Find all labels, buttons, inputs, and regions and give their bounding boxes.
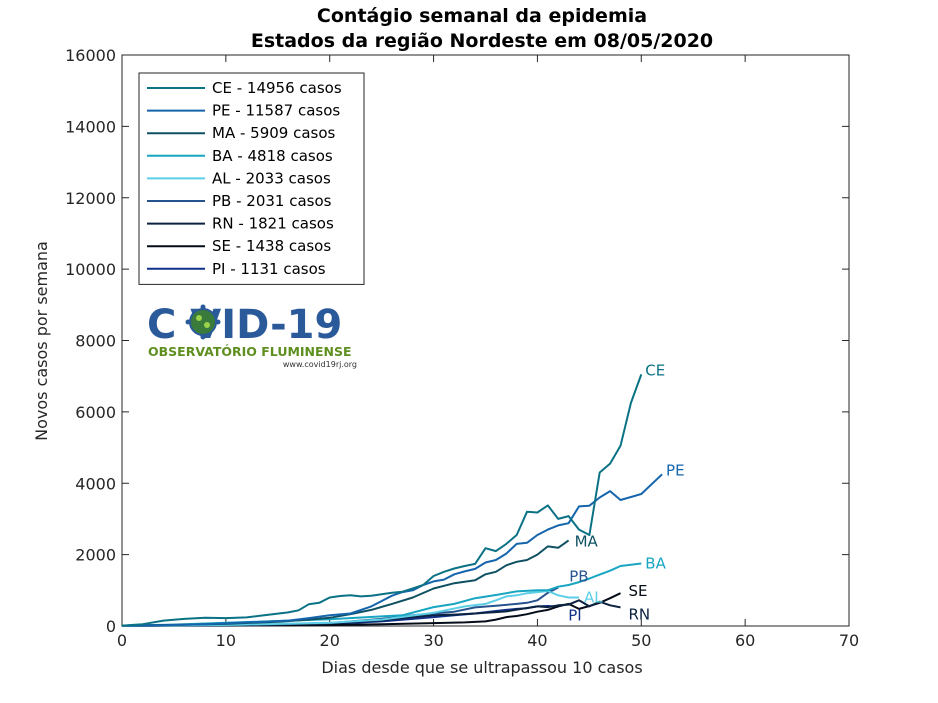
series-lines [121,374,663,627]
x-axis-label: Dias desde que se ultrapassou 10 casos [321,658,642,677]
end-label-ba: BA [645,555,666,573]
x-tick-label: 40 [527,631,547,650]
end-label-ma: MA [575,532,599,550]
x-tick-label: 30 [423,631,443,650]
x-tick-label: 50 [631,631,651,650]
legend-entry: BA - 4818 casos [212,147,333,165]
end-label-pi: PI [568,607,581,625]
logo-url: www.covid19rj.org [283,360,357,369]
logo-main-text: C VID-19 [147,302,342,348]
end-label-pe: PE [666,461,685,479]
y-tick-label: 12000 [65,189,116,208]
axis-ticks: 0 10 20 30 40 50 60 70 0 2000 4000 6000 8000 10000 120… [65,46,859,650]
legend-entry: SE - 1438 casos [212,237,331,255]
covid19-logo: C VID-19 OBSERVATÓRIO FLUMINENSE www.cov… [147,302,357,369]
y-tick-label: 4000 [75,474,116,493]
end-label-al: AL [584,588,603,606]
y-tick-label: 6000 [75,403,116,422]
y-tick-label: 10000 [65,260,116,279]
series-end-labels: PI SE RN PB AL BA MA PE CE [568,361,684,624]
end-label-ce: CE [645,361,665,379]
end-label-pb: PB [569,567,588,585]
legend-entry: PI - 1131 casos [212,260,326,278]
end-label-se: SE [629,582,648,600]
end-label-rn: RN [629,605,651,623]
x-tick-label: 20 [320,631,340,650]
x-tick-label: 60 [735,631,755,650]
legend-entry: RN - 1821 casos [212,215,334,233]
x-tick-label: 70 [839,631,859,650]
y-tick-label: 16000 [65,46,116,65]
legend-entry: CE - 14956 casos [212,79,342,97]
series-line-al [121,590,579,627]
y-tick-label: 0 [106,617,116,636]
chart-subtitle: Estados da região Nordeste em 08/05/2020 [251,30,713,52]
series-line-pe [121,473,663,627]
virus-icon [185,304,221,340]
chart-title: Contágio semanal da epidemia [317,5,647,27]
legend-entry: AL - 2033 casos [212,169,331,187]
x-tick-label: 0 [117,631,127,650]
legend-entry: MA - 5909 casos [212,124,336,142]
x-tick-label: 10 [216,631,236,650]
legend: CE - 14956 casos PE - 11587 casos MA - 590… [138,72,365,285]
legend-entry: PE - 11587 casos [212,102,340,120]
logo-subtitle: OBSERVATÓRIO FLUMINENSE [148,344,352,359]
y-tick-label: 2000 [75,546,116,565]
y-tick-label: 14000 [65,117,116,136]
y-axis-label: Novos casos por semana [32,241,51,441]
legend-entry: PB - 2031 casos [212,192,332,210]
series-line-ce [121,374,643,627]
y-tick-label: 8000 [75,332,116,351]
